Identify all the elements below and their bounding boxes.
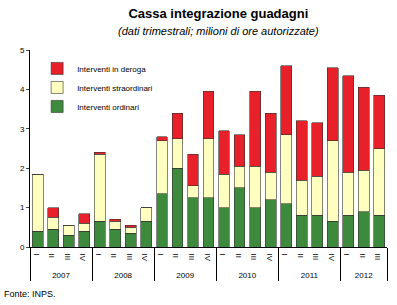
- svg-text:IV: IV: [203, 254, 212, 262]
- svg-text:IV: IV: [327, 254, 336, 262]
- svg-text:III: III: [125, 254, 134, 261]
- svg-text:I: I: [32, 254, 41, 256]
- svg-text:II: II: [171, 254, 180, 258]
- svg-text:Cassa integrazione guadagni(da: Cassa integrazione guadagni(dati trimest…: [118, 6, 319, 37]
- svg-text:Interventi in deroga: Interventi in deroga: [77, 65, 146, 74]
- svg-text:Interventi straordinari: Interventi straordinari: [77, 84, 152, 93]
- svg-text:Interventi ordinari: Interventi ordinari: [77, 103, 139, 112]
- svg-text:2010: 2010: [238, 271, 256, 280]
- svg-text:I: I: [156, 254, 165, 256]
- svg-text:III: III: [63, 254, 72, 261]
- svg-text:4: 4: [20, 85, 25, 94]
- svg-text:I: I: [94, 254, 103, 256]
- svg-text:I: I: [218, 254, 227, 256]
- svg-text:IV: IV: [78, 254, 87, 262]
- svg-text:III: III: [249, 254, 258, 261]
- svg-text:3: 3: [20, 125, 25, 134]
- svg-text:Fonte: INPS.: Fonte: INPS.: [4, 289, 56, 299]
- svg-text:2: 2: [20, 164, 25, 173]
- svg-text:5: 5: [20, 46, 25, 55]
- svg-text:II: II: [47, 254, 56, 258]
- svg-text:0: 0: [20, 243, 25, 252]
- svg-text:IV: IV: [140, 254, 149, 262]
- svg-text:II: II: [358, 254, 367, 258]
- svg-text:II: II: [109, 254, 118, 258]
- svg-text:II: II: [296, 254, 305, 258]
- svg-text:III: III: [187, 254, 196, 261]
- svg-text:III: III: [311, 254, 320, 261]
- svg-text:2012: 2012: [355, 271, 373, 280]
- svg-text:I: I: [280, 254, 289, 256]
- svg-text:2008: 2008: [114, 271, 132, 280]
- svg-text:II: II: [234, 254, 243, 258]
- svg-text:2007: 2007: [52, 271, 70, 280]
- svg-text:2009: 2009: [176, 271, 194, 280]
- svg-text:I: I: [342, 254, 351, 256]
- svg-text:IV: IV: [265, 254, 274, 262]
- svg-text:III: III: [373, 254, 382, 261]
- svg-text:1: 1: [20, 203, 25, 212]
- svg-text:2011: 2011: [301, 271, 319, 280]
